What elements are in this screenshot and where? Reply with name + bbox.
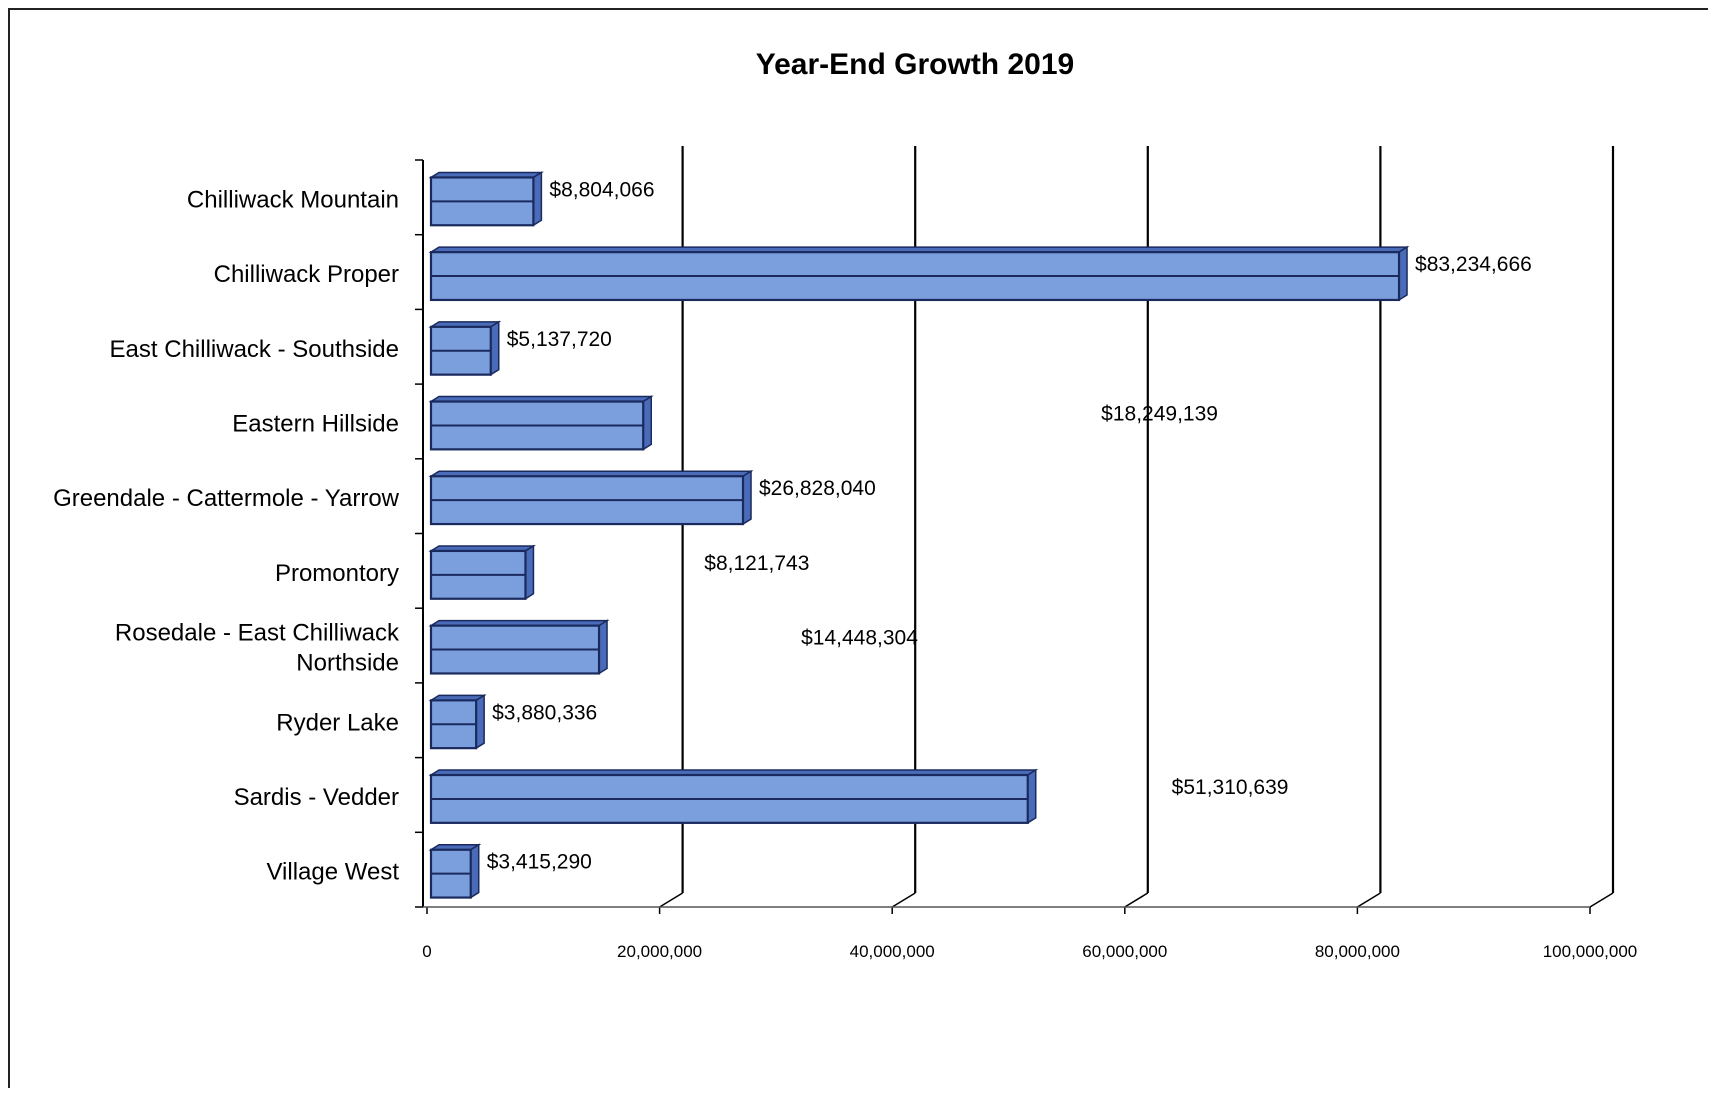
x-tick-label: 40,000,000	[850, 942, 935, 961]
bar-side	[742, 469, 752, 526]
data-label: $26,828,040	[759, 477, 876, 500]
data-label: $8,804,066	[549, 178, 654, 201]
data-label: $14,448,304	[801, 627, 918, 650]
x-tick-label: 100,000,000	[1543, 942, 1638, 961]
bar-side	[642, 395, 652, 451]
x-tick-label: 0	[422, 942, 431, 961]
bar-side	[469, 843, 480, 899]
bar-side	[475, 693, 485, 750]
bar-side	[490, 320, 500, 377]
x-tick-label: 60,000,000	[1082, 942, 1167, 961]
bar-side	[524, 544, 535, 601]
gridline-floor	[1124, 892, 1149, 908]
gridline-floor	[659, 892, 683, 908]
data-label: $18,249,139	[1101, 403, 1218, 426]
category-label: East Chilliwack - Southside	[110, 336, 399, 363]
bar-side	[598, 619, 608, 675]
bar-side	[1026, 768, 1037, 825]
label-layer: $8,804,066 Chilliwack Mountain $83,234,666…	[53, 178, 1532, 885]
category-label: Promontory	[275, 560, 399, 587]
data-label: $3,880,336	[492, 701, 597, 724]
x-tick-label: 80,000,000	[1315, 942, 1400, 961]
category-label: Village West	[266, 859, 399, 886]
bar-side	[532, 171, 543, 227]
bar-layer	[428, 171, 1410, 899]
data-label: $3,415,290	[487, 851, 592, 874]
gridline-floor	[1357, 892, 1381, 908]
data-label: $8,121,743	[704, 552, 809, 575]
bar-side	[1398, 245, 1408, 302]
category-label: Greendale - Cattermole - Yarrow	[53, 485, 400, 512]
chart-frame	[8, 8, 1708, 1088]
data-label: $5,137,720	[507, 328, 612, 351]
axis-layer: 0 20,000,000 40,000,000 60,000,000 80,000,00…	[415, 159, 1638, 961]
gridline-floor	[891, 892, 916, 908]
category-label: Eastern Hillside	[232, 410, 399, 437]
chart-title: Year-End Growth 2019	[755, 48, 1075, 81]
x-tick-label: 20,000,000	[617, 942, 702, 961]
data-label: $83,234,666	[1415, 253, 1532, 276]
category-label: Sardis - Vedder	[234, 784, 399, 811]
category-label: Chilliwack Proper	[214, 261, 399, 288]
data-label: $51,310,639	[1172, 776, 1289, 799]
gridline-floor	[1589, 892, 1614, 908]
category-label: Rosedale - East Chilliwack	[115, 620, 400, 647]
category-label: Chilliwack Mountain	[187, 186, 399, 213]
category-label: Northside	[296, 650, 399, 677]
category-label: Ryder Lake	[276, 709, 399, 736]
